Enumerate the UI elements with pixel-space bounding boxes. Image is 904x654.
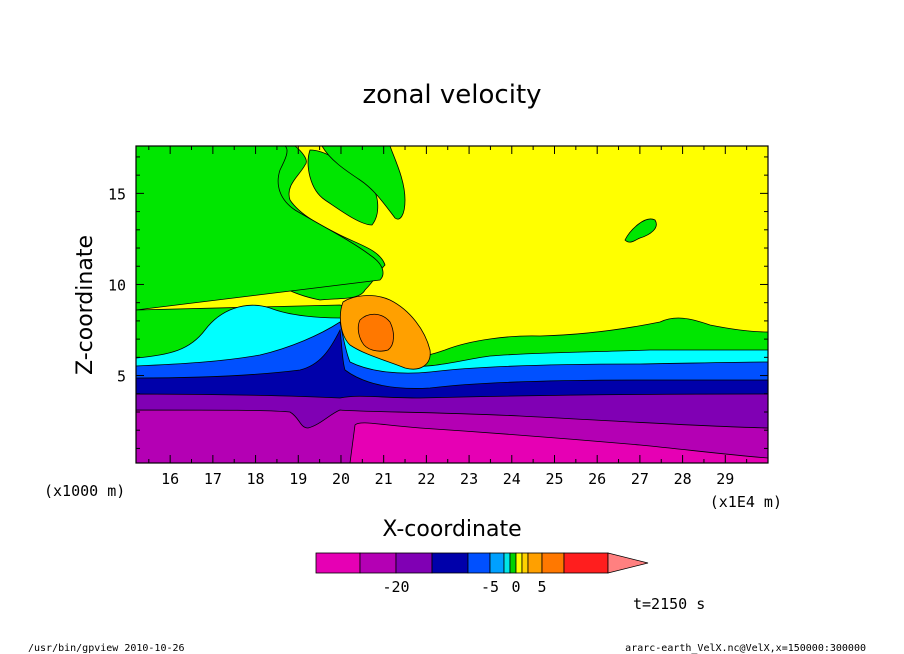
colorbar-segment [509, 552, 517, 574]
y-axis-label: Z-coordinate [73, 235, 98, 375]
x-tick-label: 28 [674, 470, 692, 488]
contour-field [136, 146, 768, 463]
colorbar-segment [527, 552, 543, 574]
colorbar-segment [431, 552, 469, 574]
plot-frame [135, 145, 769, 464]
x-unit-label: (x1E4 m) [710, 493, 782, 511]
x-axis-label: X-coordinate [382, 517, 521, 542]
x-tick-label: 25 [545, 470, 563, 488]
region-green-island [624, 218, 657, 243]
colorbar-segment [563, 552, 609, 574]
colorbar-segment [515, 552, 523, 574]
x-tick-label: 27 [631, 470, 649, 488]
region-green-2 [136, 146, 384, 311]
y-tick-label: 15 [108, 185, 126, 203]
colorbar-segment [395, 552, 433, 574]
colorbar-tick-label: 5 [537, 578, 546, 596]
region-dark-orange [357, 313, 394, 352]
y-unit-label: (x1000 m) [44, 482, 125, 500]
footer-right: ararc-earth_VelX.nc@VelX,x=150000:300000 [625, 643, 866, 654]
x-tick-label: 26 [588, 470, 606, 488]
colorbar-segment [359, 552, 397, 574]
y-tick-label: 5 [117, 368, 126, 386]
x-tick-label: 23 [460, 470, 478, 488]
region-green-4 [321, 146, 406, 220]
x-tick-label: 17 [204, 470, 222, 488]
colorbar-segment [315, 552, 361, 574]
colorbar-segment [467, 552, 491, 574]
x-tick-label: 22 [417, 470, 435, 488]
y-axis: 5 10 15 [108, 156, 768, 449]
x-tick-label: 29 [716, 470, 734, 488]
colorbar-segment [489, 552, 505, 574]
colorbar-tick-label: -20 [382, 578, 409, 596]
y-tick-label: 10 [108, 276, 126, 294]
x-tick-label: 19 [289, 470, 307, 488]
region-magenta [349, 422, 768, 463]
colorbar-segment [541, 552, 565, 574]
colorbar-tick-label: 0 [511, 578, 520, 596]
x-tick-label: 20 [332, 470, 350, 488]
colorbar: -20 -5 0 5 [315, 552, 649, 596]
x-tick-label: 18 [247, 470, 265, 488]
colorbar-tick-label: -5 [481, 578, 499, 596]
x-axis: 16 17 18 19 20 21 22 23 24 25 26 27 28 29 [148, 146, 748, 488]
colorbar-extend [607, 552, 649, 574]
colorbar-segment [503, 552, 511, 574]
chart-title: zonal velocity [362, 80, 541, 110]
x-tick-label: 16 [161, 470, 179, 488]
colorbar-segment [521, 552, 529, 574]
x-tick-label: 21 [375, 470, 393, 488]
footer-left: /usr/bin/gpview 2010-10-26 [28, 643, 185, 654]
time-label: t=2150 s [633, 595, 705, 613]
x-tick-label: 24 [503, 470, 521, 488]
